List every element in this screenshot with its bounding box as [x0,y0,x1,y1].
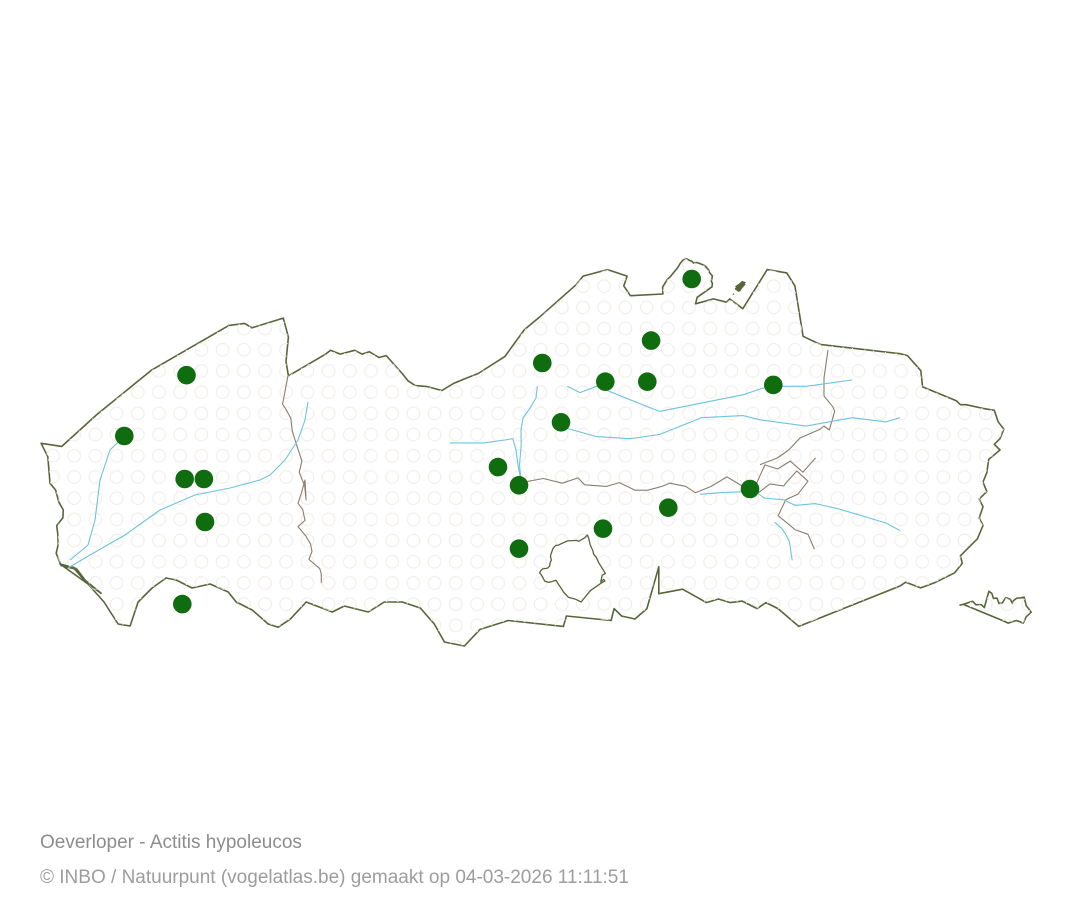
svg-text:© INBO / Natuurpunt (vogelatla: © INBO / Natuurpunt (vogelatlas.be) gema… [40,867,629,888]
svg-text:Oeverloper - Actitis hypoleuco: Oeverloper - Actitis hypoleucos [40,832,302,853]
